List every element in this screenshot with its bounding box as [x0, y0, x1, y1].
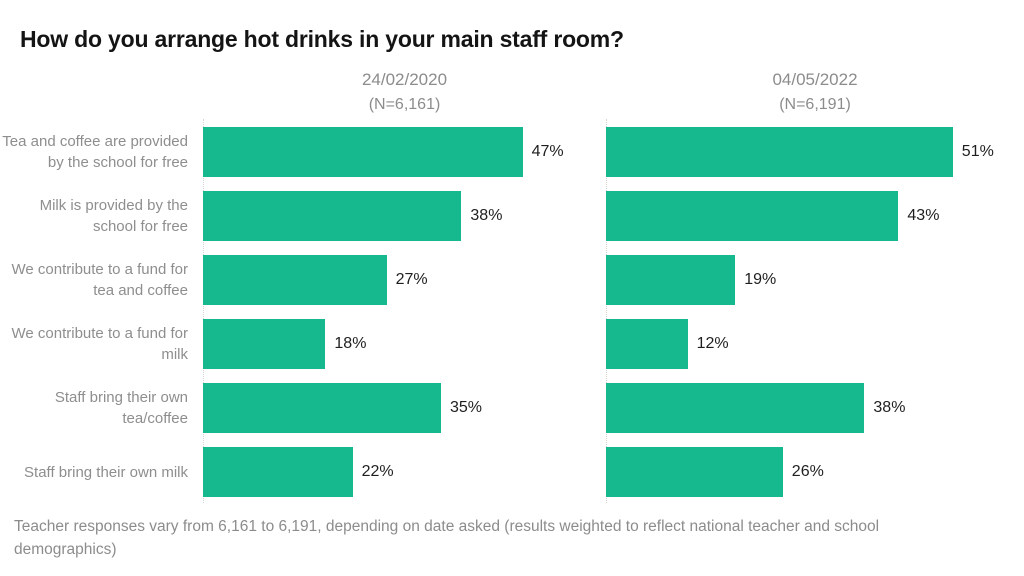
- bar-value-label: 38%: [873, 399, 906, 416]
- bar-2020: [203, 191, 462, 241]
- table-row: Milk is provided by the school for free …: [0, 191, 1024, 241]
- panel-2020: 22%: [203, 447, 606, 497]
- sample-size-2022: (N=6,191): [779, 96, 851, 113]
- bar-value-label: 38%: [470, 207, 503, 224]
- bar-value-label: 18%: [334, 335, 367, 352]
- table-row: We contribute to a fund for milk 18% 12%: [0, 319, 1024, 369]
- bar-value-label: 26%: [791, 463, 824, 480]
- panel-2022: 12%: [606, 319, 1024, 369]
- bar-2022: [606, 191, 899, 241]
- panel-2020: 27%: [203, 255, 606, 305]
- category-label: Staff bring their own tea/coffee: [54, 389, 188, 427]
- panel-2020: 18%: [203, 319, 606, 369]
- category-label: We contribute to a fund for tea and coff…: [11, 261, 189, 299]
- table-row: Staff bring their own milk 22% 26%: [0, 447, 1024, 497]
- panel-2022: 19%: [606, 255, 1024, 305]
- bar-2022: [606, 447, 783, 497]
- panel-2020: 38%: [203, 191, 606, 241]
- bar-2020: [203, 447, 353, 497]
- bar-2020: [203, 127, 523, 177]
- category-label: Staff bring their own milk: [24, 463, 188, 481]
- bar-value-label: 47%: [531, 143, 564, 160]
- bar-value-label: 19%: [744, 271, 777, 288]
- panel-2022: 51%: [606, 127, 1024, 177]
- panel-2020: 35%: [203, 383, 606, 433]
- bar-value-label: 22%: [361, 463, 394, 480]
- bar-value-label: 51%: [961, 143, 994, 160]
- panel-2022: 26%: [606, 447, 1024, 497]
- category-label: Milk is provided by the school for free: [39, 197, 188, 235]
- bar-2020: [203, 255, 387, 305]
- category-label: We contribute to a fund for milk: [11, 325, 189, 363]
- panel-2022: 43%: [606, 191, 1024, 241]
- bar-2022: [606, 319, 688, 369]
- bar-value-label: 27%: [395, 271, 428, 288]
- bar-value-label: 12%: [696, 335, 729, 352]
- bar-2020: [203, 383, 441, 433]
- bar-value-label: 43%: [907, 207, 940, 224]
- bar-2022: [606, 383, 865, 433]
- survey-date-2022: 04/05/2022: [772, 70, 858, 89]
- bar-2020: [203, 319, 326, 369]
- panel-2020: 47%: [203, 127, 606, 177]
- bar-2022: [606, 127, 953, 177]
- column-header-2022: 04/05/2022 (N=6,191): [606, 68, 1024, 118]
- bar-value-label: 35%: [450, 399, 483, 416]
- panel-2022: 38%: [606, 383, 1024, 433]
- bar-2022: [606, 255, 736, 305]
- table-row: Staff bring their own tea/coffee 35% 38%: [0, 383, 1024, 433]
- column-header-2020: 24/02/2020 (N=6,161): [203, 68, 606, 118]
- sample-size-2020: (N=6,161): [368, 96, 441, 113]
- bar-rows: Tea and coffee are provided by the schoo…: [0, 127, 1024, 511]
- footnote: Teacher responses vary from 6,161 to 6,1…: [14, 518, 880, 558]
- survey-date-2020: 24/02/2020: [361, 70, 448, 89]
- axis-baseline-2022: [606, 119, 607, 503]
- axis-baseline-2020: [203, 119, 204, 503]
- category-label: Tea and coffee are provided by the schoo…: [2, 133, 188, 171]
- table-row: We contribute to a fund for tea and coff…: [0, 255, 1024, 305]
- table-row: Tea and coffee are provided by the schoo…: [0, 127, 1024, 177]
- chart-title: How do you arrange hot drinks in your ma…: [20, 26, 624, 52]
